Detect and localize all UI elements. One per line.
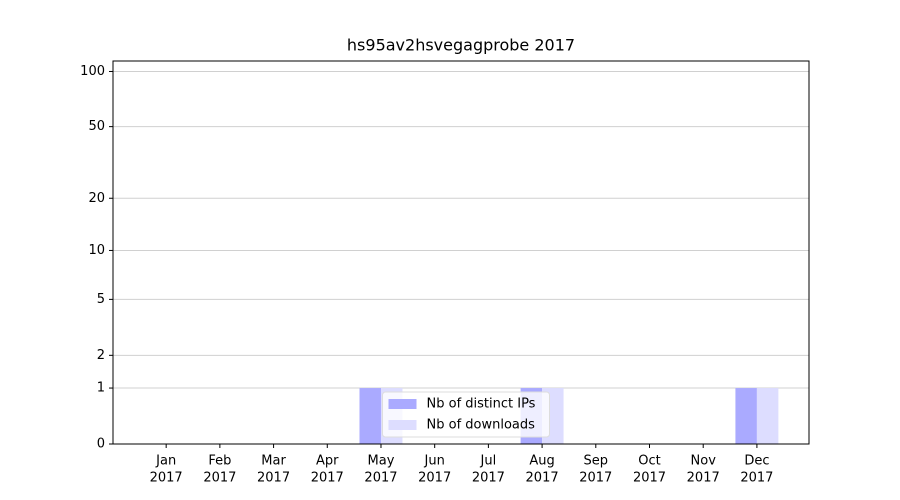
x-tick-label: Jul	[480, 454, 497, 469]
x-tick-label: Jun	[424, 454, 445, 469]
x-tick-label: May	[368, 454, 395, 469]
legend-swatch	[388, 399, 417, 409]
bar	[756, 388, 779, 444]
y-tick-label: 0	[97, 437, 105, 452]
x-tick-label: Mar	[261, 454, 286, 469]
y-tick-label: 20	[88, 191, 105, 206]
x-tick-label: Aug	[529, 454, 554, 469]
x-tick-label: 2017	[633, 471, 666, 486]
x-tick-label: Oct	[638, 454, 660, 469]
x-tick-label: Jan	[155, 454, 176, 469]
x-tick-label: 2017	[579, 471, 612, 486]
x-tick-label: 2017	[150, 471, 183, 486]
y-tick-label: 50	[88, 119, 105, 134]
x-tick-label: 2017	[311, 471, 344, 486]
x-tick-label: 2017	[418, 471, 451, 486]
legend-box	[382, 391, 550, 438]
x-tick-label: 2017	[526, 471, 559, 486]
x-tick-label: 2017	[364, 471, 397, 486]
legend-swatch	[388, 420, 417, 430]
bar	[359, 388, 381, 444]
x-tick-label: Dec	[744, 454, 769, 469]
x-tick-label: 2017	[687, 471, 720, 486]
y-tick-label: 2	[97, 348, 105, 363]
y-tick-label: 5	[97, 292, 105, 307]
x-tick-label: 2017	[203, 471, 236, 486]
x-tick-label: Sep	[584, 454, 609, 469]
y-tick-label: 1	[97, 381, 105, 396]
x-tick-label: Apr	[316, 454, 339, 469]
x-tick-label: 2017	[472, 471, 505, 486]
bar	[735, 388, 757, 444]
chart-title: hs95av2hsvegagprobe 2017	[347, 36, 575, 55]
labels: 0 1 2 5 10 20 50 100 Jan 2017 Feb 2017 Mar 2017 Apr 201…	[80, 64, 773, 486]
y-tick-label: 100	[80, 64, 105, 79]
axes-frame	[112, 60, 810, 445]
x-tick-label: Nov	[691, 454, 717, 469]
x-tick-label: 2017	[257, 471, 290, 486]
y-tick-label: 10	[88, 243, 105, 258]
legend: Nb of distinct IPs Nb of downloads	[382, 391, 550, 438]
x-tick-label: Feb	[208, 454, 231, 469]
x-tick-label: 2017	[740, 471, 773, 486]
legend-label: Nb of distinct IPs	[427, 397, 536, 412]
legend-label: Nb of downloads	[427, 418, 536, 433]
